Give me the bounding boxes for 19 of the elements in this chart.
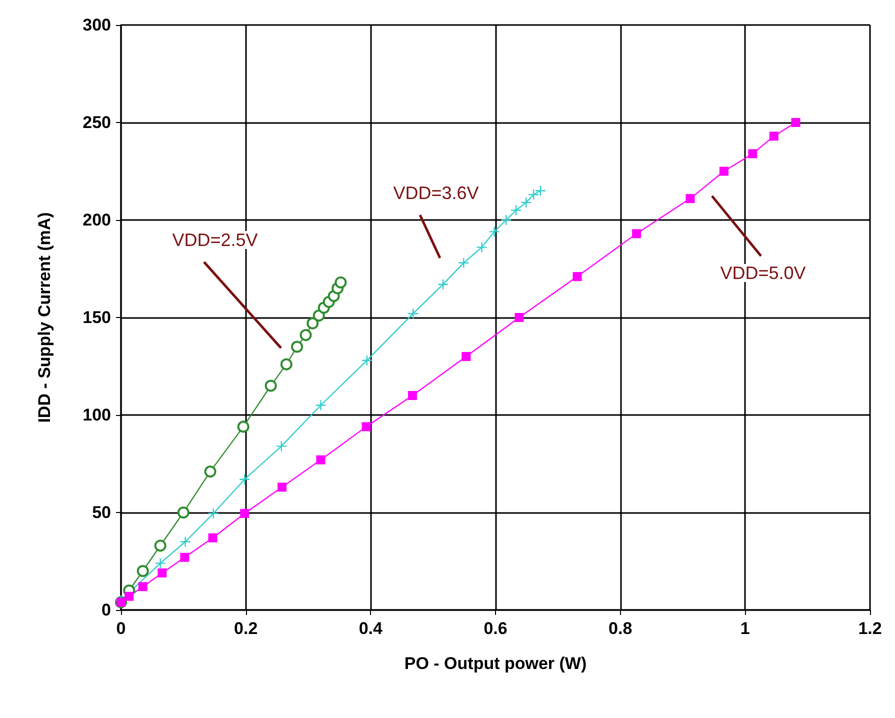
y-tick-label: 0 (102, 600, 111, 620)
annotation: VDD=5.0V (720, 263, 806, 283)
annotation: VDD=2.5V (172, 230, 258, 250)
x-tick-label: 1.2 (858, 619, 882, 638)
x-tick-label: 0.6 (484, 619, 508, 638)
y-tick-label: 200 (82, 210, 111, 230)
annotation: VDD=3.6V (393, 183, 479, 203)
x-axis-title: PO - Output power (W) (404, 654, 587, 673)
y-tick-label: 250 (82, 113, 111, 132)
y-axis-title: IDD - Supply Current (mA) (35, 212, 54, 423)
y-tick-label: 100 (82, 406, 111, 424)
y-tick-label: 300 (82, 16, 111, 34)
x-tick-label: 1 (740, 619, 750, 638)
x-tick-label: 0.2 (234, 619, 258, 638)
x-tick-label: 0.4 (358, 619, 384, 638)
y-tick-label: 150 (82, 308, 111, 327)
x-tick-label: 0 (116, 619, 126, 638)
y-tick-label: 50 (92, 503, 111, 522)
x-tick-label: 0.8 (608, 619, 632, 638)
